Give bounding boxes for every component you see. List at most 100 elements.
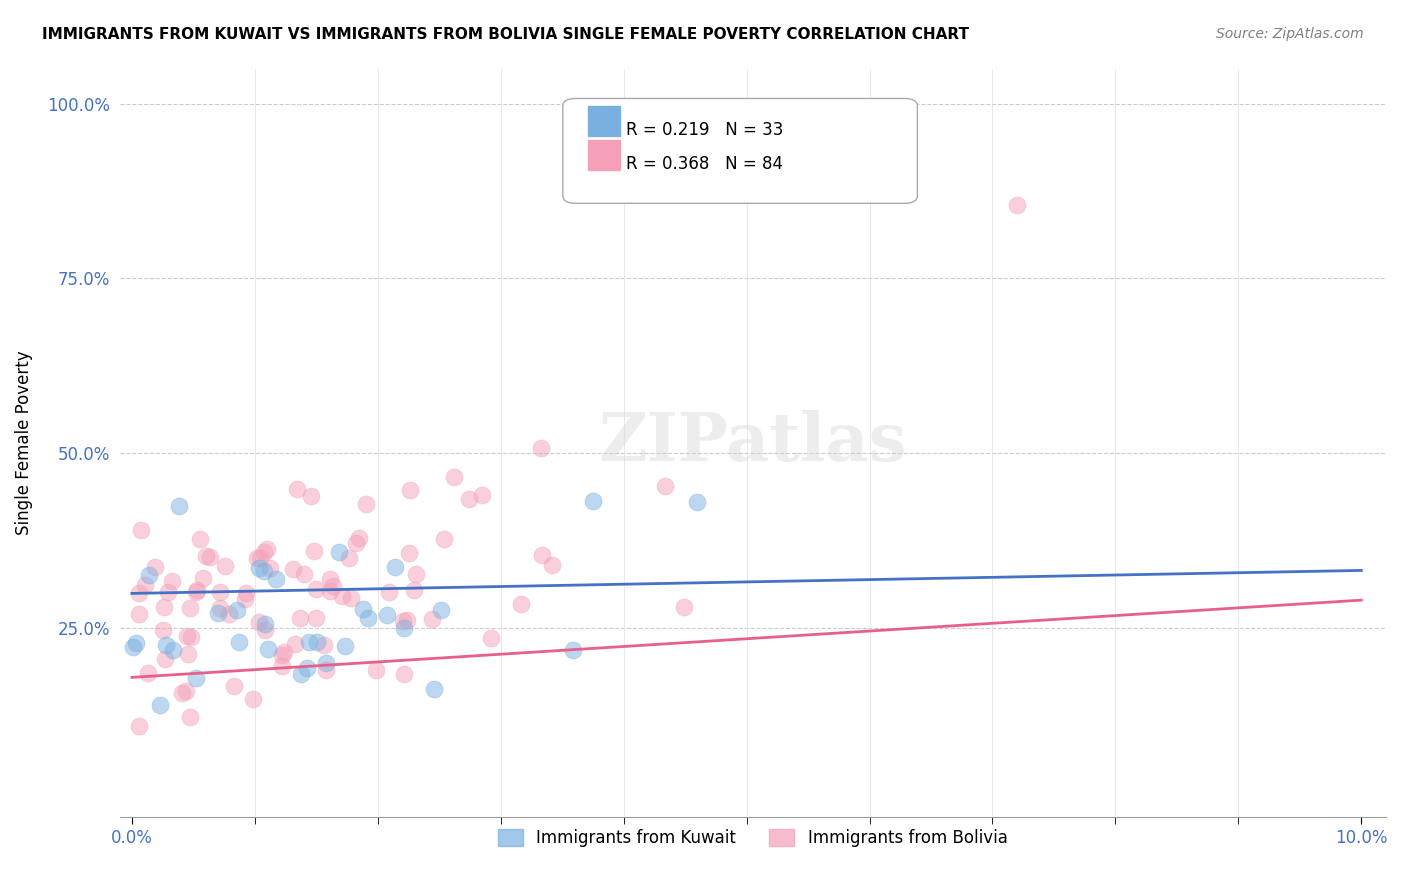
Immigrants from Kuwait	[392, 621, 415, 635]
Immigrants from Bolivia	[330, 590, 353, 604]
Immigrants from Kuwait	[315, 656, 337, 670]
Immigrants from Bolivia	[422, 612, 444, 626]
Immigrants from Bolivia	[299, 489, 322, 503]
Immigrants from Bolivia	[322, 579, 344, 593]
Immigrants from Bolivia	[155, 651, 177, 665]
Immigrants from Bolivia	[471, 488, 494, 502]
Immigrants from Kuwait	[295, 661, 318, 675]
Immigrants from Bolivia	[235, 586, 257, 600]
Immigrants from Bolivia	[128, 586, 150, 600]
Immigrants from Kuwait	[155, 639, 177, 653]
Immigrants from Kuwait	[138, 568, 160, 582]
Text: IMMIGRANTS FROM KUWAIT VS IMMIGRANTS FROM BOLIVIA SINGLE FEMALE POVERTY CORRELAT: IMMIGRANTS FROM KUWAIT VS IMMIGRANTS FRO…	[42, 27, 969, 42]
Immigrants from Bolivia	[398, 546, 420, 560]
Immigrants from Bolivia	[152, 623, 174, 637]
Immigrants from Bolivia	[1005, 198, 1028, 212]
Immigrants from Bolivia	[509, 597, 531, 611]
Immigrants from Bolivia	[281, 562, 304, 576]
Immigrants from Bolivia	[340, 591, 363, 605]
Immigrants from Bolivia	[259, 560, 281, 574]
Immigrants from Bolivia	[273, 644, 295, 658]
Bar	[588, 140, 620, 169]
Immigrants from Kuwait	[686, 495, 709, 509]
Immigrants from Bolivia	[319, 583, 342, 598]
Immigrants from Bolivia	[392, 666, 415, 681]
Immigrants from Bolivia	[366, 663, 388, 677]
Immigrants from Bolivia	[190, 532, 212, 546]
Immigrants from Kuwait	[149, 698, 172, 713]
Immigrants from Bolivia	[433, 532, 456, 546]
Immigrants from Bolivia	[129, 523, 152, 537]
Immigrants from Bolivia	[458, 492, 481, 507]
Immigrants from Kuwait	[162, 643, 184, 657]
Immigrants from Bolivia	[176, 629, 198, 643]
Immigrants from Bolivia	[180, 631, 202, 645]
Immigrants from Bolivia	[246, 550, 269, 565]
Immigrants from Bolivia	[136, 666, 159, 681]
Immigrants from Bolivia	[319, 573, 342, 587]
Immigrants from Bolivia	[208, 584, 231, 599]
Immigrants from Bolivia	[214, 558, 236, 573]
Immigrants from Bolivia	[128, 607, 150, 621]
Immigrants from Bolivia	[530, 441, 553, 455]
Text: ZIPatlas: ZIPatlas	[599, 410, 907, 475]
Immigrants from Bolivia	[256, 541, 278, 556]
Immigrants from Bolivia	[271, 648, 294, 662]
Immigrants from Bolivia	[347, 531, 370, 545]
Immigrants from Bolivia	[153, 599, 176, 614]
Immigrants from Bolivia	[396, 613, 419, 627]
Immigrants from Bolivia	[247, 615, 270, 630]
Immigrants from Kuwait	[333, 640, 356, 654]
Text: R = 0.368   N = 84: R = 0.368 N = 84	[626, 154, 783, 173]
Immigrants from Kuwait	[247, 561, 270, 575]
Immigrants from Bolivia	[399, 483, 422, 497]
Immigrants from Kuwait	[298, 635, 321, 649]
Immigrants from Bolivia	[179, 600, 201, 615]
Y-axis label: Single Female Poverty: Single Female Poverty	[15, 351, 32, 535]
Immigrants from Bolivia	[160, 574, 183, 588]
Immigrants from Bolivia	[253, 623, 276, 637]
Immigrants from Kuwait	[125, 635, 148, 649]
Immigrants from Kuwait	[384, 559, 406, 574]
Immigrants from Kuwait	[429, 603, 451, 617]
Immigrants from Kuwait	[207, 607, 229, 621]
Legend: Immigrants from Kuwait, Immigrants from Bolivia: Immigrants from Kuwait, Immigrants from …	[491, 822, 1014, 854]
Immigrants from Bolivia	[377, 585, 399, 599]
Immigrants from Bolivia	[134, 577, 156, 591]
Immigrants from Bolivia	[305, 610, 328, 624]
Immigrants from Kuwait	[290, 667, 312, 681]
Immigrants from Bolivia	[315, 663, 337, 677]
Immigrants from Bolivia	[253, 545, 276, 559]
Immigrants from Bolivia	[541, 558, 564, 573]
Immigrants from Bolivia	[174, 683, 197, 698]
Immigrants from Kuwait	[225, 603, 247, 617]
Immigrants from Bolivia	[198, 549, 221, 564]
Immigrants from Bolivia	[285, 482, 308, 496]
Bar	[588, 106, 620, 136]
Immigrants from Bolivia	[186, 582, 208, 597]
Immigrants from Bolivia	[143, 559, 166, 574]
Immigrants from Kuwait	[253, 564, 276, 578]
Immigrants from Kuwait	[121, 640, 143, 654]
Immigrants from Kuwait	[581, 494, 603, 508]
Immigrants from Bolivia	[224, 679, 246, 693]
Immigrants from Bolivia	[672, 600, 695, 615]
Immigrants from Bolivia	[271, 659, 294, 673]
Immigrants from Bolivia	[405, 567, 427, 582]
Immigrants from Bolivia	[443, 470, 465, 484]
Immigrants from Kuwait	[328, 545, 350, 559]
Immigrants from Bolivia	[128, 719, 150, 733]
Immigrants from Bolivia	[392, 614, 415, 628]
FancyBboxPatch shape	[562, 98, 917, 203]
Immigrants from Bolivia	[302, 544, 325, 558]
Immigrants from Kuwait	[422, 681, 444, 696]
Text: R = 0.219   N = 33: R = 0.219 N = 33	[626, 121, 783, 139]
Immigrants from Bolivia	[288, 610, 311, 624]
Immigrants from Kuwait	[264, 572, 287, 586]
Immigrants from Bolivia	[208, 601, 231, 615]
Immigrants from Bolivia	[177, 647, 200, 661]
Immigrants from Bolivia	[305, 582, 328, 596]
Immigrants from Kuwait	[228, 635, 250, 649]
Immigrants from Kuwait	[253, 617, 276, 632]
Immigrants from Bolivia	[479, 631, 502, 645]
